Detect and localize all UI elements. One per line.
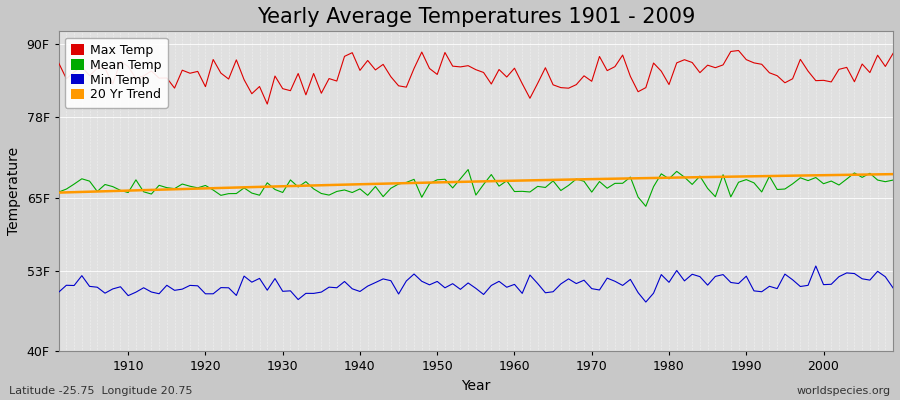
Y-axis label: Temperature: Temperature (7, 147, 21, 236)
Text: Latitude -25.75  Longitude 20.75: Latitude -25.75 Longitude 20.75 (9, 386, 193, 396)
Title: Yearly Average Temperatures 1901 - 2009: Yearly Average Temperatures 1901 - 2009 (256, 7, 695, 27)
Legend: Max Temp, Mean Temp, Min Temp, 20 Yr Trend: Max Temp, Mean Temp, Min Temp, 20 Yr Tre… (65, 38, 167, 108)
X-axis label: Year: Year (461, 379, 491, 393)
Text: worldspecies.org: worldspecies.org (796, 386, 891, 396)
